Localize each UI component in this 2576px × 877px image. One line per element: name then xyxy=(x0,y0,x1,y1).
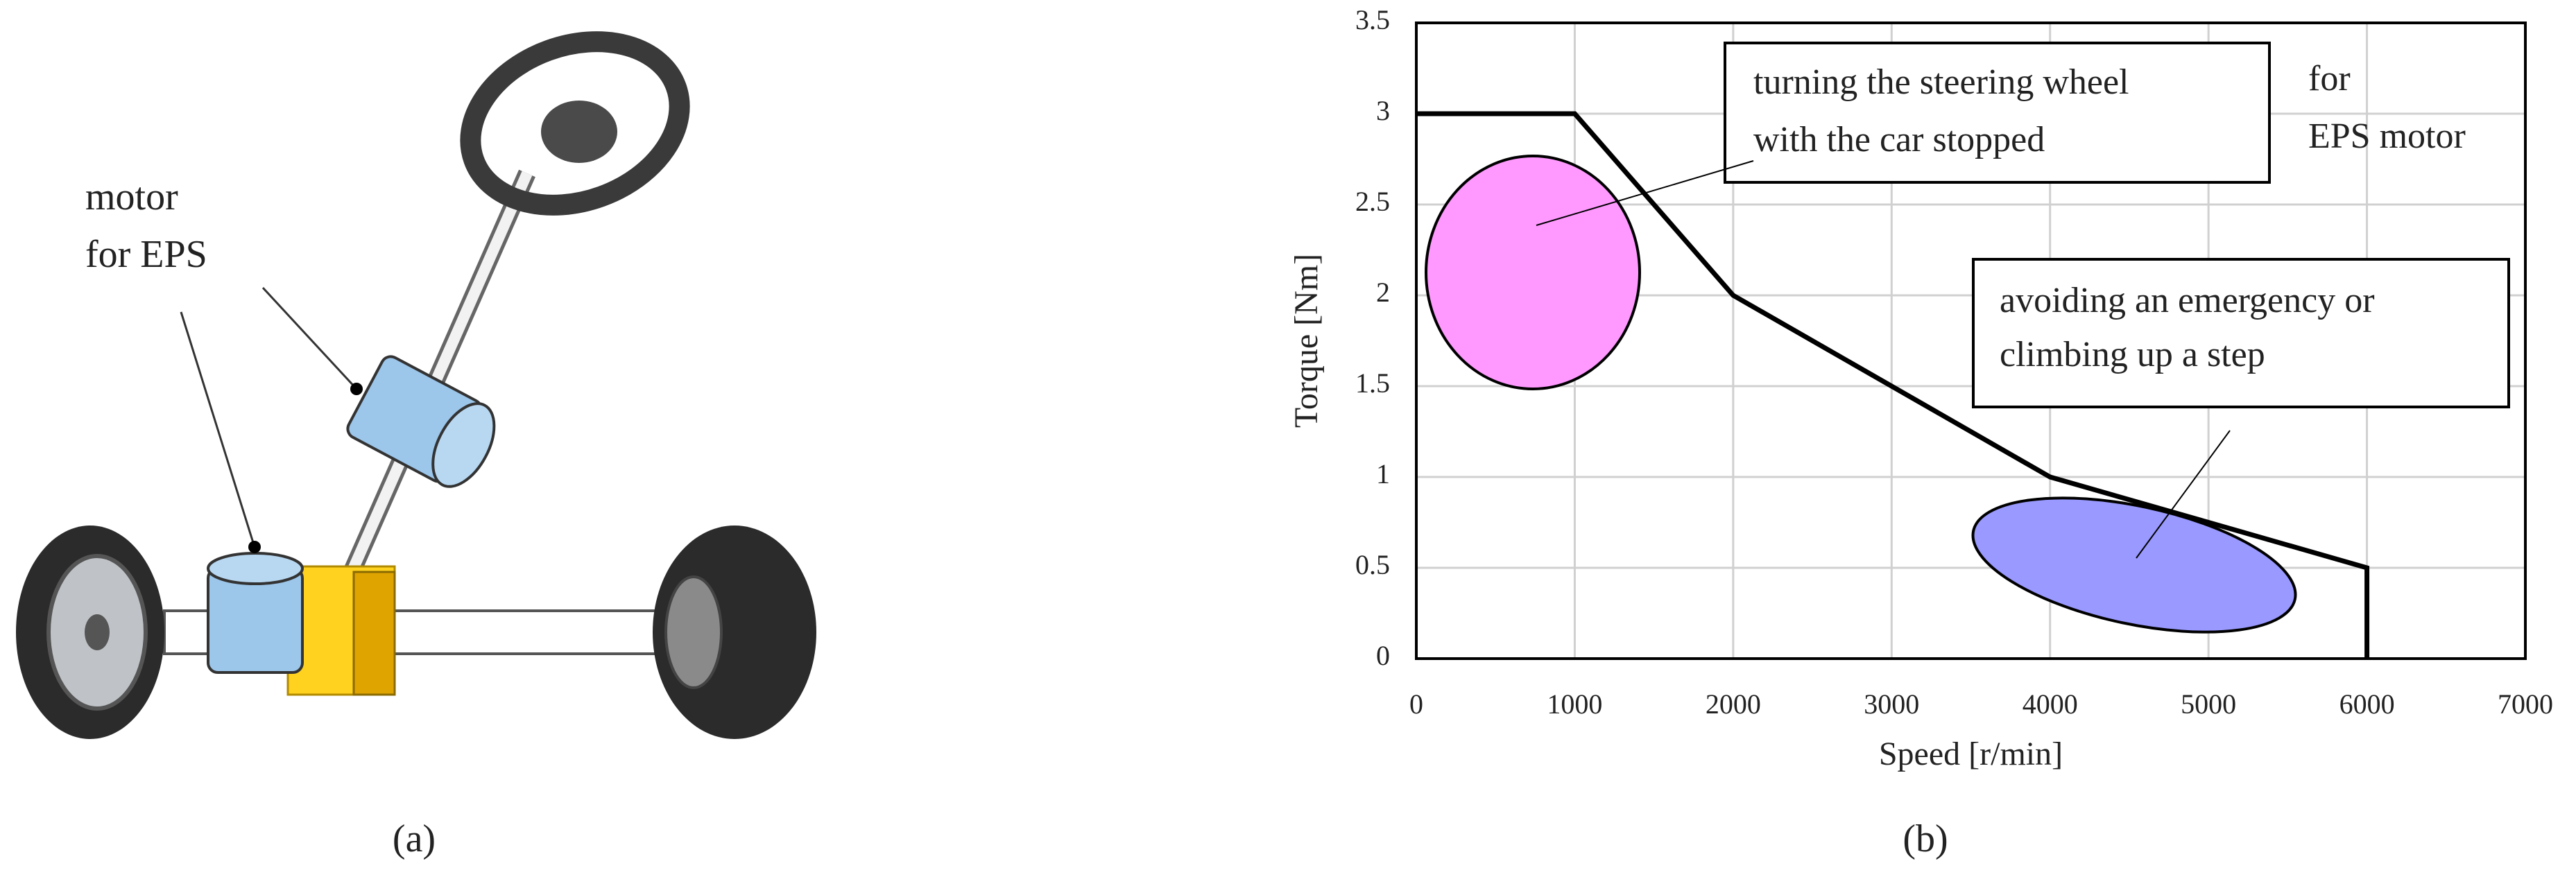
x-tick-label: 1000 xyxy=(1547,688,1602,720)
column-motor xyxy=(346,355,496,488)
gearbox-side xyxy=(352,571,396,696)
region-ellipse xyxy=(1971,496,2297,634)
steering-column-inner xyxy=(345,171,533,578)
x-axis-title: Speed [r/min] xyxy=(1879,736,2063,772)
annotation-text: avoiding an emergency or xyxy=(2000,281,2375,320)
annotation-box xyxy=(1972,258,2510,408)
y-axis-title: Torque [Nm] xyxy=(1288,254,1325,428)
y-tick-label: 2 xyxy=(1376,277,1390,308)
annotation-box xyxy=(1724,42,2271,184)
panel-label: (a) xyxy=(393,817,436,860)
chart: 0 0.5 1 1.5 2 2.5 3 3.5 0 1000 2000 3000 4000 5000 600… xyxy=(1288,4,2553,772)
x-tick-label: 4000 xyxy=(2023,688,2078,720)
rack-motor-top xyxy=(207,552,304,585)
y-tick-label: 3.5 xyxy=(1355,4,1390,35)
y-tick-label: 1 xyxy=(1376,458,1390,489)
x-tick-label: 7000 xyxy=(2498,688,2553,720)
leader-line xyxy=(2136,430,2231,559)
region-ellipse xyxy=(1425,155,1641,390)
leader-line xyxy=(1536,160,1754,226)
right-hub xyxy=(664,575,723,689)
annotation-text: for xyxy=(2308,59,2351,98)
leader-dot xyxy=(248,541,261,553)
steering-hub xyxy=(541,101,617,163)
leader-line xyxy=(180,311,256,548)
y-tick-label: 0.5 xyxy=(1355,549,1390,580)
x-tick-label: 0 xyxy=(1409,688,1423,720)
y-tick-label: 2.5 xyxy=(1355,186,1390,217)
x-tick-label: 2000 xyxy=(1706,688,1761,720)
callout-text: motor xyxy=(85,175,178,218)
annotation-text: turning the steering wheel xyxy=(1753,62,2129,102)
data-line xyxy=(1416,111,2370,659)
column-motor-end xyxy=(431,402,496,488)
steering-wheel xyxy=(460,31,690,216)
annotation-text: climbing up a step xyxy=(2000,335,2265,374)
y-tick-label: 3 xyxy=(1376,95,1390,126)
y-tick-label: 0 xyxy=(1376,640,1390,671)
x-tick-label: 3000 xyxy=(1864,688,1919,720)
leader-dot xyxy=(350,383,363,395)
left-hub xyxy=(85,614,110,650)
panel-label: (b) xyxy=(1903,817,1948,860)
leader-line xyxy=(261,286,358,390)
steering-diagram: motor for EPS xyxy=(16,31,816,739)
annotation-text: EPS motor xyxy=(2308,116,2466,156)
x-tick-label: 6000 xyxy=(2339,688,2395,720)
x-tick-label: 5000 xyxy=(2181,688,2236,720)
callout-text: for EPS xyxy=(85,233,207,276)
plot-frame xyxy=(1415,21,2527,660)
y-tick-label: 1.5 xyxy=(1355,367,1390,399)
annotation-text: with the car stopped xyxy=(1753,120,2045,159)
